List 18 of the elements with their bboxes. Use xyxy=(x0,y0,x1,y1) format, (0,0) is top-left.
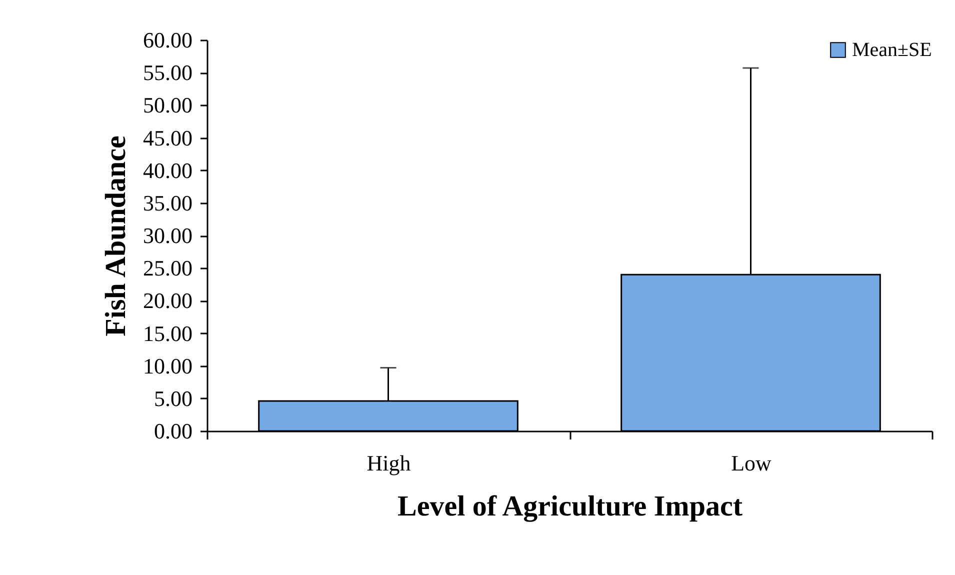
y-tick-label: 30.00 xyxy=(143,223,192,248)
y-tick-label: 20.00 xyxy=(143,288,192,314)
y-tick-label: 0.00 xyxy=(154,418,192,444)
y-tick-label: 10.00 xyxy=(143,353,192,378)
y-tick-label: 50.00 xyxy=(143,92,192,118)
y-tick-label: 5.00 xyxy=(154,386,192,411)
y-tick-label: 15.00 xyxy=(143,320,192,346)
x-axis-title: Level of Agriculture Impact xyxy=(398,490,743,522)
y-tick-label: 55.00 xyxy=(143,60,192,86)
x-tick-label: Low xyxy=(731,450,772,476)
y-tick-label: 40.00 xyxy=(143,158,192,183)
y-axis-title: Fish Abundance xyxy=(100,136,132,336)
y-tick-label: 25.00 xyxy=(143,256,192,281)
y-tick-label: 35.00 xyxy=(143,190,192,216)
x-tick-label: High xyxy=(366,450,411,476)
y-tick-label: 45.00 xyxy=(143,125,192,150)
legend-label: Mean±SE xyxy=(852,39,932,61)
y-tick-label: 60.00 xyxy=(143,28,192,52)
